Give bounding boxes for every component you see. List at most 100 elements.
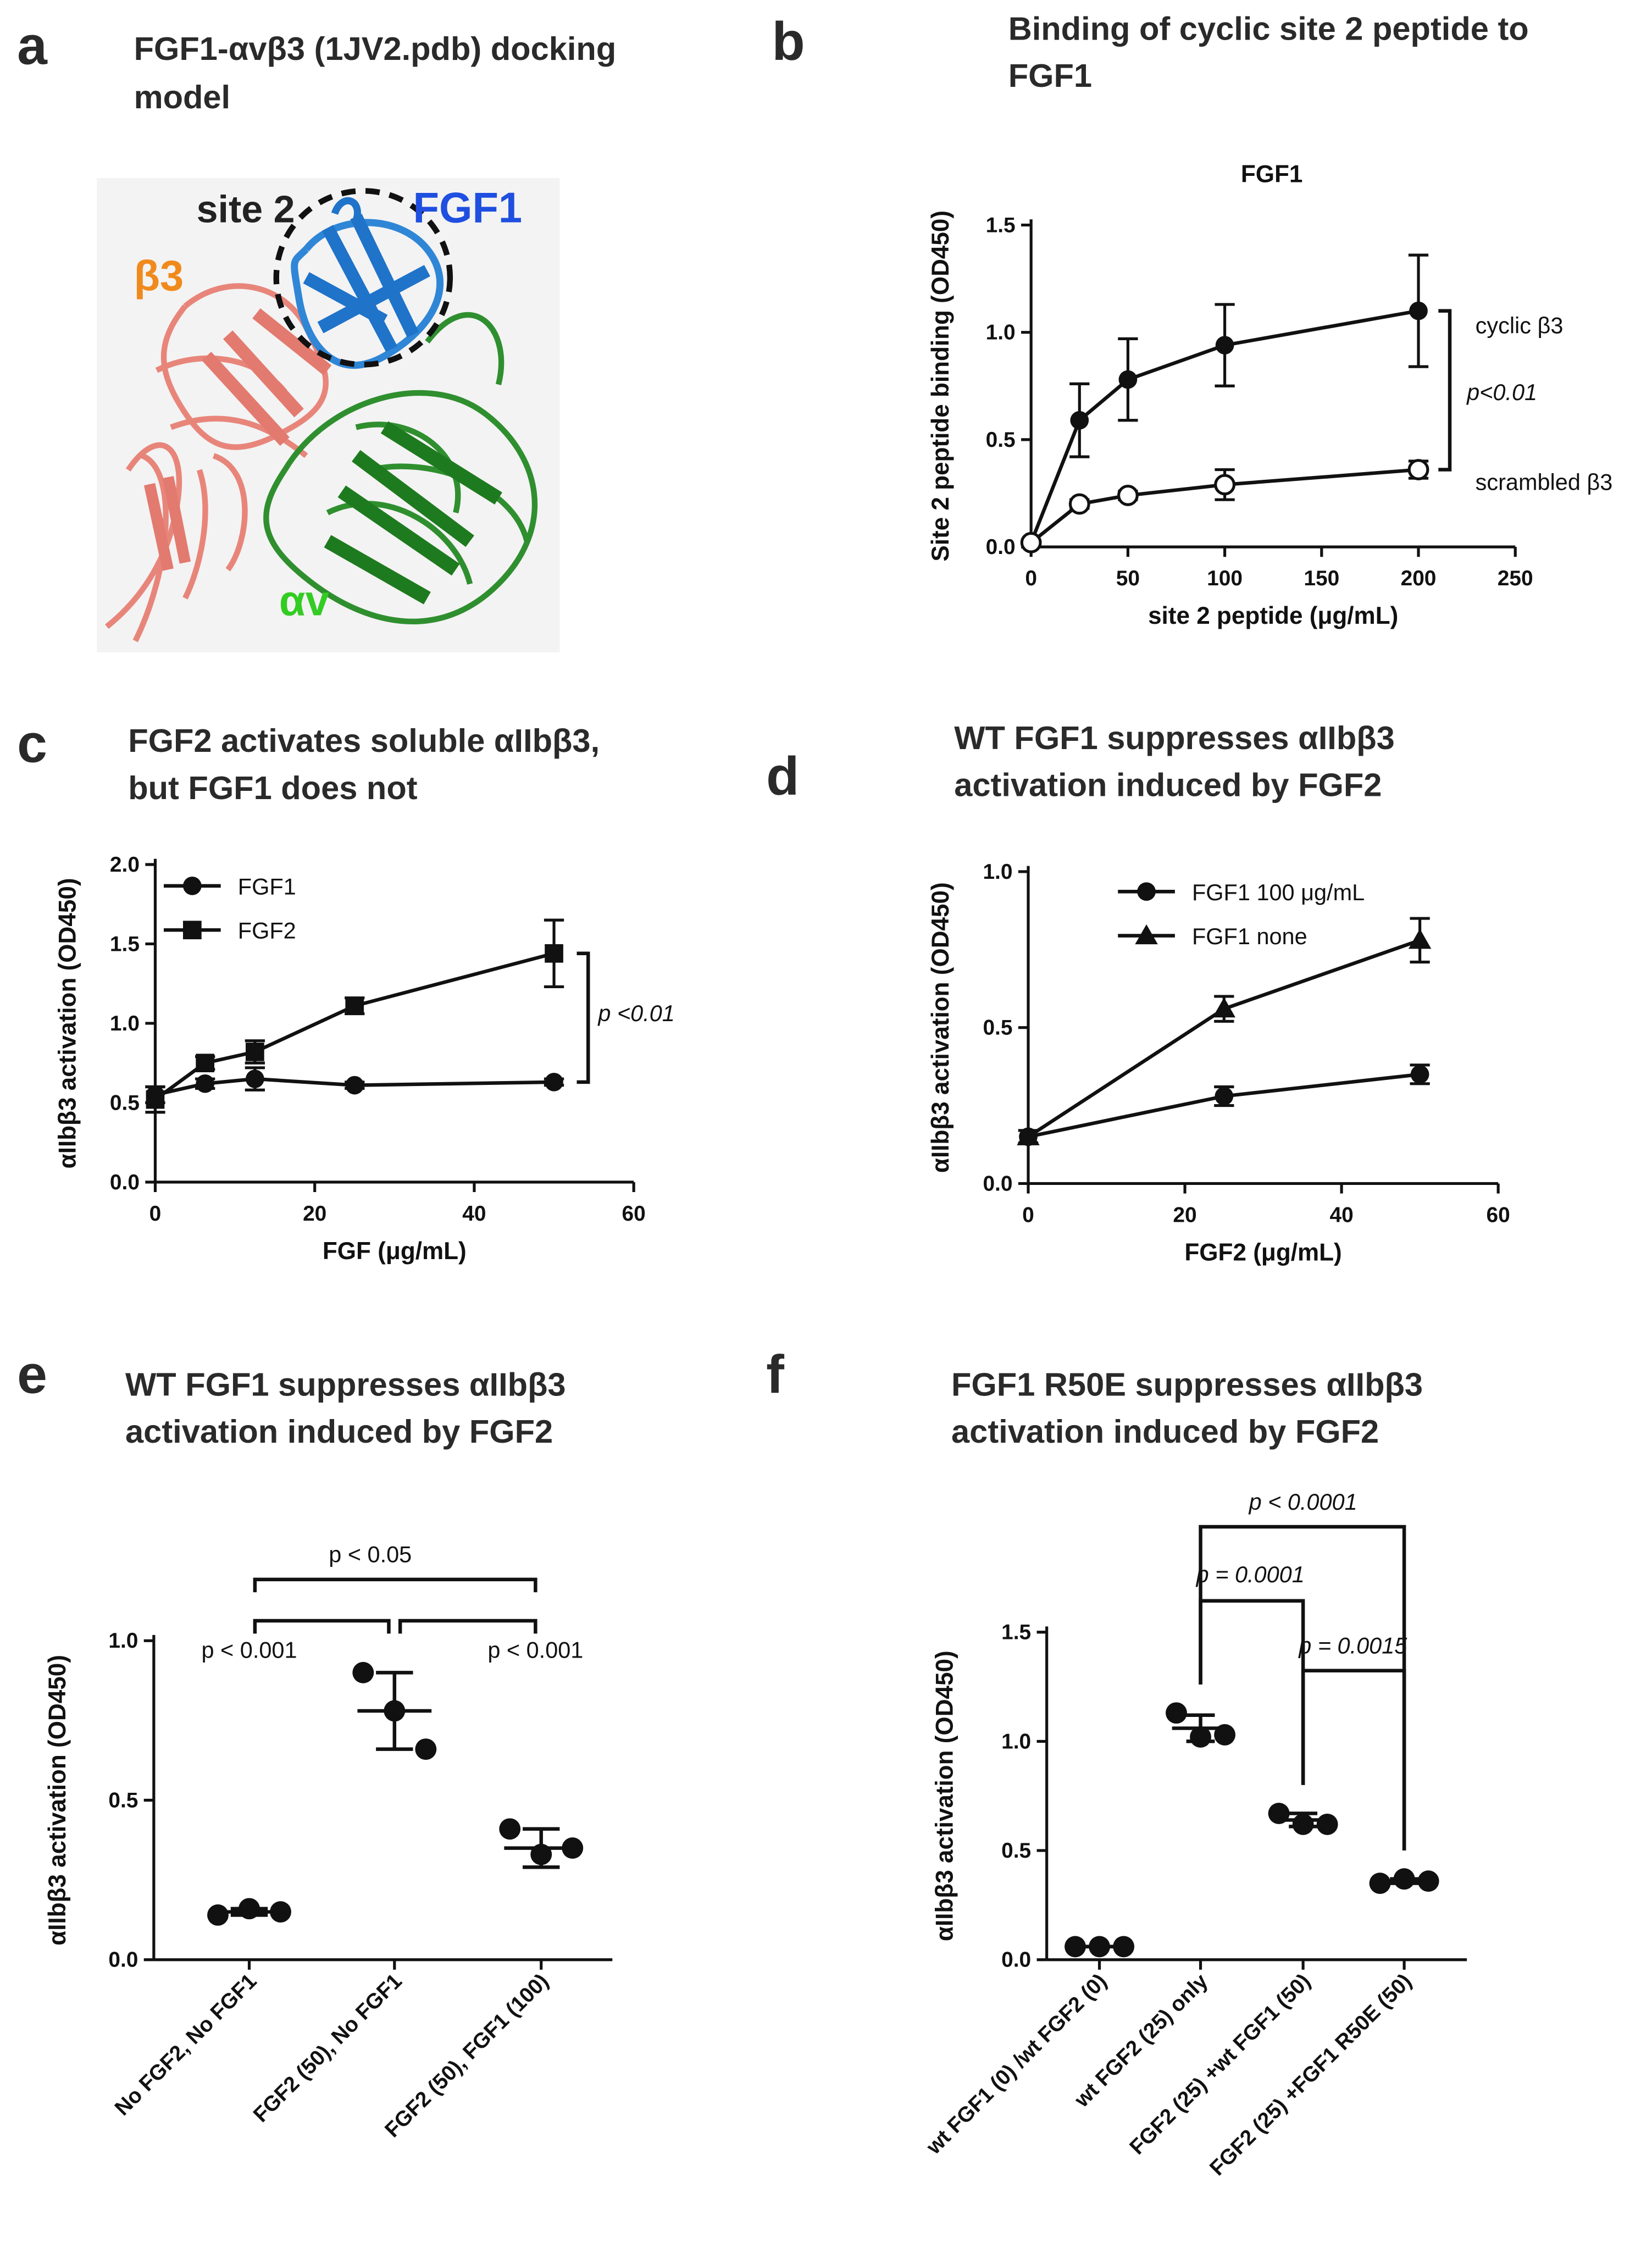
error-bar [230, 1907, 268, 1917]
legend-marker [1137, 882, 1156, 901]
x-tick-label: 200 [1401, 567, 1437, 590]
y-tick-label: 0.5 [983, 1016, 1012, 1040]
marker [246, 1043, 264, 1061]
x-tick-label: 40 [1329, 1203, 1353, 1227]
x-tick-label: 0 [1022, 1203, 1034, 1227]
annotation: p < 0.05 [329, 1542, 412, 1567]
bracket [1438, 309, 1452, 472]
y-tick-label: 0.5 [108, 1788, 138, 1812]
data-point [207, 1904, 229, 1926]
x-axis-label: site 2 peptide (μg/mL) [1148, 602, 1398, 629]
y-tick-label: 0.5 [1001, 1839, 1031, 1863]
panel-title: WT FGF1 suppresses αIIbβ3 [954, 719, 1395, 756]
y-axis-label: αIIbβ3 activation (OD450) [44, 1655, 71, 1946]
marker [1409, 301, 1428, 320]
x-tick-label: 50 [1116, 567, 1140, 590]
marker [196, 1054, 215, 1072]
y-tick-label: 1.5 [986, 213, 1016, 237]
annotation: p = 0.0001 [1195, 1561, 1305, 1587]
series-label: cyclic β3 [1476, 312, 1564, 338]
y-tick-label: 0.0 [110, 1171, 140, 1194]
y-tick-label: 1.0 [108, 1629, 138, 1653]
x-tick-label: 150 [1304, 567, 1339, 590]
y-tick-label: 0.0 [108, 1948, 138, 1972]
marker [1214, 474, 1236, 496]
marker [1118, 370, 1138, 389]
x-axis-label: FGF2 (μg/mL) [1184, 1239, 1341, 1266]
legend-marker [182, 877, 202, 895]
x-tick-label: 0 [1025, 567, 1037, 590]
panel-title: but FGF1 does not [128, 769, 418, 806]
legend-label: FGF1 [238, 873, 296, 899]
y-axis-label: αIIbβ3 activation (OD450) [54, 878, 81, 1169]
data-point [499, 1818, 521, 1840]
annotation: p < 0.001 [487, 1637, 583, 1663]
y-tick-label: 0.0 [983, 1172, 1012, 1195]
y-tick-label: 1.0 [110, 1012, 140, 1035]
legend-marker [182, 921, 202, 940]
marker [545, 944, 563, 963]
y-tick-label: 2.0 [110, 853, 140, 877]
y-tick-label: 1.5 [1001, 1621, 1031, 1644]
bracket [576, 951, 590, 1084]
x-tick-label: 60 [622, 1202, 646, 1226]
panel-title: activation induced by FGF2 [954, 767, 1382, 804]
fgf1-ribbons [291, 197, 444, 369]
y-axis-label: Site 2 peptide binding (OD450) [927, 210, 954, 562]
annotation: p < 0.0001 [1248, 1489, 1357, 1515]
panel-title: FGF1-αvβ3 (1JV2.pdb) docking [134, 30, 617, 67]
marker [1410, 1065, 1429, 1084]
alphav-label: αv [279, 577, 329, 624]
x-tick-label: 20 [1173, 1203, 1196, 1227]
y-tick-label: 0.5 [110, 1091, 140, 1115]
error-bar [376, 1671, 413, 1751]
marker [1212, 997, 1236, 1018]
marker [1068, 493, 1090, 515]
x-tick-label: 20 [303, 1202, 326, 1226]
legend-label: FGF2 [238, 918, 296, 944]
panel-title: Binding of cyclic site 2 peptide to [1008, 10, 1529, 47]
marker [1020, 531, 1042, 553]
series-label: scrambled β3 [1476, 469, 1613, 495]
panel-title: model [134, 79, 231, 115]
data-point [1369, 1872, 1391, 1894]
bracket [253, 1619, 391, 1634]
x-tick-label: 250 [1498, 567, 1533, 590]
annotation: p < 0.001 [201, 1637, 297, 1663]
y-tick-label: 1.5 [110, 932, 140, 956]
panel-letter: f [766, 1344, 784, 1404]
panel-title: FGF1 [1008, 57, 1092, 94]
site-label: site 2 [197, 187, 295, 230]
y-tick-label: 0.5 [986, 428, 1016, 452]
structure-image: site 2 FGF1 β3 αv [97, 178, 560, 652]
annotation: p<0.01 [1466, 379, 1537, 405]
x-tick-label: 0 [149, 1202, 162, 1226]
marker [545, 1072, 563, 1091]
site-circle [273, 188, 453, 368]
bracket [398, 1619, 537, 1634]
panel-title: WT FGF1 suppresses αIIbβ3 [125, 1366, 566, 1403]
bracket [253, 1577, 537, 1593]
data-point [1166, 1702, 1187, 1724]
marker [1408, 929, 1432, 949]
beta3-label: β3 [134, 253, 184, 300]
marker [1215, 1087, 1234, 1106]
bracket [1301, 1669, 1406, 1850]
y-tick-label: 1.0 [986, 321, 1016, 345]
beta3-ribbons [105, 283, 332, 642]
panel-letter: d [766, 746, 799, 806]
y-tick-label: 1.0 [983, 860, 1012, 884]
marker [345, 996, 364, 1015]
annotation: p = 0.0015 [1298, 1633, 1407, 1659]
legend-label: FGF1 none [1192, 923, 1307, 949]
panel-title: FGF1 R50E suppresses αIIbβ3 [951, 1366, 1423, 1403]
marker [146, 1090, 165, 1109]
marker [196, 1074, 215, 1093]
x-tick-label: 40 [462, 1202, 486, 1226]
data-point [415, 1738, 437, 1760]
y-tick-label: 1.0 [1001, 1730, 1031, 1753]
marker [1070, 411, 1089, 430]
error-bar [1186, 1713, 1215, 1743]
marker [1017, 1125, 1040, 1145]
